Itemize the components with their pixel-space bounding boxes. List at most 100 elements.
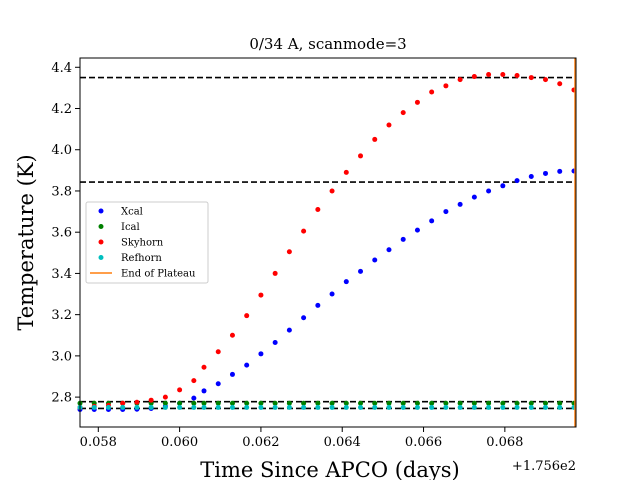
point-skyhorn (414, 99, 420, 105)
point-skyhorn (315, 207, 321, 213)
point-refhorn (457, 404, 463, 410)
reference-lines (80, 76, 576, 410)
point-ical (215, 400, 221, 406)
point-refhorn (386, 404, 392, 410)
point-ical (286, 400, 292, 406)
point-ical (329, 400, 335, 406)
x-tick-label: 0.066 (405, 435, 442, 450)
x-axis-offset: +1.756e2 (512, 459, 576, 474)
point-ical (372, 400, 378, 406)
point-skyhorn (429, 89, 435, 95)
point-refhorn (486, 404, 492, 410)
legend-marker (98, 239, 104, 245)
point-ical (500, 400, 506, 406)
point-xcal (543, 170, 549, 176)
point-ical (414, 400, 420, 406)
point-ical (343, 400, 349, 406)
point-ical (244, 400, 250, 406)
x-tick-label: 0.068 (486, 435, 523, 450)
legend-label: Xcal (121, 207, 143, 218)
point-refhorn (105, 404, 111, 410)
point-skyhorn (162, 394, 168, 400)
point-ical (162, 400, 168, 406)
point-refhorn (134, 404, 140, 410)
point-ical (229, 400, 235, 406)
point-xcal (372, 257, 378, 263)
legend-marker (98, 208, 104, 214)
y-tick-label: 4.0 (51, 143, 72, 158)
point-skyhorn (215, 349, 221, 355)
legend-label: Ical (121, 222, 140, 233)
point-xcal (443, 209, 449, 215)
y-tick-label: 4.4 (51, 61, 72, 76)
point-ical (301, 400, 307, 406)
point-refhorn (120, 404, 126, 410)
point-skyhorn (443, 83, 449, 89)
point-skyhorn (500, 71, 506, 77)
point-xcal (486, 188, 492, 194)
point-refhorn (443, 404, 449, 410)
legend-label: End of Plateau (121, 269, 196, 280)
legend-label: Refhorn (121, 253, 162, 264)
point-xcal (201, 388, 207, 394)
axes: 0.058 0.060 0.062 0.064 0.066 0.068 2.8 3.0 3.2 3… (51, 57, 577, 450)
point-skyhorn (229, 332, 235, 338)
point-refhorn (272, 404, 278, 410)
point-refhorn (500, 404, 506, 410)
point-xcal (244, 362, 250, 368)
point-xcal (329, 291, 335, 297)
point-ical (514, 400, 520, 406)
point-skyhorn (358, 153, 364, 159)
legend-box (85, 201, 209, 284)
point-refhorn (91, 404, 97, 410)
point-xcal (229, 371, 235, 377)
point-skyhorn (244, 313, 250, 319)
point-skyhorn (120, 400, 126, 406)
point-refhorn (329, 404, 335, 410)
point-ical (258, 400, 264, 406)
point-refhorn (414, 404, 420, 410)
legend-label: Skyhorn (121, 238, 164, 249)
x-axis-label: Time Since APCO (days) (200, 458, 459, 480)
point-skyhorn (486, 71, 492, 77)
point-xcal (514, 178, 520, 184)
point-skyhorn (343, 169, 349, 175)
y-tick-label: 3.8 (51, 184, 72, 199)
point-refhorn (244, 404, 250, 410)
point-xcal (386, 247, 392, 253)
point-xcal (457, 201, 463, 207)
y-tick-label: 2.8 (51, 391, 72, 406)
point-skyhorn (148, 397, 154, 403)
point-refhorn (301, 404, 307, 410)
x-tick-label: 0.060 (161, 435, 198, 450)
point-skyhorn (286, 249, 292, 255)
point-ical (443, 400, 449, 406)
point-skyhorn (201, 364, 207, 370)
point-skyhorn (329, 188, 335, 194)
x-tick-label: 0.058 (80, 435, 117, 450)
point-xcal (471, 194, 477, 200)
point-xcal (301, 315, 307, 321)
point-xcal (343, 279, 349, 285)
point-xcal (500, 183, 506, 189)
point-xcal (400, 236, 406, 242)
point-xcal (429, 218, 435, 224)
y-tick-label: 4.2 (51, 102, 72, 117)
point-xcal (358, 268, 364, 274)
point-skyhorn (400, 110, 406, 116)
point-ical (543, 400, 549, 406)
point-skyhorn (514, 73, 520, 79)
point-ical (358, 400, 364, 406)
point-skyhorn (528, 75, 534, 81)
point-ical (528, 400, 534, 406)
point-refhorn (400, 404, 406, 410)
point-refhorn (148, 404, 154, 410)
point-xcal (258, 351, 264, 357)
point-refhorn (229, 404, 235, 410)
point-skyhorn (471, 74, 477, 80)
point-ical (272, 400, 278, 406)
point-refhorn (514, 404, 520, 410)
point-ical (400, 400, 406, 406)
